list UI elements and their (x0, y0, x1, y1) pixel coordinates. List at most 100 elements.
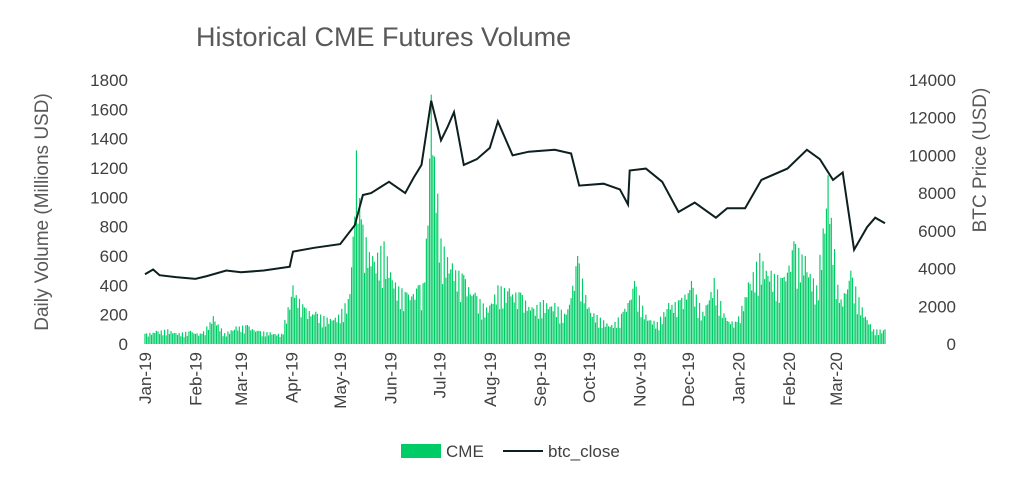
volume-bar (300, 317, 302, 344)
volume-bar (520, 292, 522, 344)
volume-bar (565, 314, 567, 344)
volume-bar (570, 298, 572, 344)
volume-bar (781, 278, 784, 344)
volume-bar (297, 307, 299, 344)
volume-bar (422, 283, 424, 344)
volume-bar (812, 278, 815, 344)
volume-bar (404, 291, 406, 344)
volume-bar (533, 308, 535, 344)
volume-bar (630, 299, 632, 344)
volume-bar (246, 324, 249, 344)
volume-bar (559, 323, 561, 344)
volume-bar (168, 333, 170, 344)
volume-bar (303, 307, 305, 344)
volume-bar (669, 309, 671, 344)
volume-bar (850, 270, 852, 344)
volume-bar (487, 312, 489, 344)
volume-bar (858, 297, 860, 344)
volume-bar (290, 296, 292, 344)
volume-bar (346, 313, 348, 344)
volume-bar (598, 327, 600, 344)
volume-bar (751, 290, 753, 344)
volume-bar (554, 302, 556, 344)
volume-bar (228, 333, 231, 344)
volume-bar (861, 307, 863, 344)
volume-bar (217, 324, 219, 344)
volume-bar (185, 331, 187, 344)
volume-bar (305, 308, 307, 344)
volume-bar (624, 308, 626, 344)
volume-bar (762, 261, 764, 344)
y2-axis-ticks: 0 2000 4000 6000 8000 10000 12000 14000 (909, 71, 956, 354)
volume-bar (593, 313, 595, 344)
volume-bar (575, 266, 577, 344)
volume-bar (381, 288, 384, 344)
volume-bar (827, 175, 829, 344)
volume-bar (778, 302, 780, 344)
volume-bar (183, 337, 185, 344)
y-tick-label: 1600 (90, 100, 128, 119)
volume-bar (873, 329, 875, 344)
volume-bar (612, 328, 614, 344)
volume-bar (241, 325, 244, 344)
x-tick-label: Oct-19 (580, 352, 599, 403)
volume-bar (695, 294, 697, 344)
volume-bar (552, 311, 554, 344)
x-tick-label: Feb-19 (186, 352, 205, 406)
volume-bar (682, 309, 684, 344)
volume-bar (796, 288, 798, 344)
volume-bar (355, 150, 358, 344)
volume-bar (607, 326, 610, 344)
volume-bar (718, 315, 720, 344)
volume-bar (801, 254, 803, 344)
volume-bar (466, 296, 468, 344)
volume-bar (433, 156, 436, 344)
volume-bar (500, 286, 502, 344)
volume-bar (536, 304, 538, 344)
volume-bar (399, 309, 401, 344)
volume-bar (843, 293, 845, 344)
volume-bar (551, 306, 553, 344)
x-axis-ticks: Jan-19 Feb-19 Mar-19 Apr-19 May-19 Jun-19 Jul-… (136, 352, 846, 409)
volume-bar (728, 321, 730, 344)
y-tick-label: 800 (100, 218, 128, 237)
y2-tick-label: 0 (947, 335, 956, 354)
volume-bar (162, 335, 164, 344)
volume-bar (708, 300, 710, 344)
volume-bar (357, 223, 359, 344)
volume-bar (679, 300, 681, 344)
volume-bar (511, 294, 514, 344)
volume-bar (287, 307, 289, 344)
volume-bar (198, 335, 200, 344)
volume-bar (230, 330, 232, 344)
volume-bar (406, 292, 408, 344)
volume-bar (882, 330, 884, 344)
volume-bar (672, 312, 675, 344)
legend-swatch-cme (401, 444, 441, 458)
volume-bar (671, 304, 673, 344)
volume-bar (822, 228, 824, 344)
volume-bar (220, 328, 223, 344)
volume-bar (274, 333, 276, 344)
volume-bar (591, 316, 593, 344)
volume-bar (224, 333, 226, 344)
volume-bar (764, 279, 766, 344)
volume-bar (729, 324, 732, 344)
volume-bar (311, 314, 314, 344)
volume-bar (586, 308, 588, 344)
volume-bar (747, 282, 749, 344)
volume-bar (681, 297, 683, 344)
volume-bar (664, 316, 667, 344)
volume-bar (523, 312, 525, 344)
volume-bar (263, 331, 265, 344)
volume-bar (707, 304, 709, 344)
x-tick-label: Aug-19 (481, 352, 500, 407)
volume-bar (417, 285, 419, 344)
volume-bar (336, 322, 338, 344)
volume-bar (294, 297, 296, 344)
volume-bar (712, 298, 714, 344)
volume-bar (594, 322, 597, 344)
volume-bar (759, 253, 761, 344)
volume-bar (562, 322, 564, 344)
volume-bar (723, 313, 725, 344)
